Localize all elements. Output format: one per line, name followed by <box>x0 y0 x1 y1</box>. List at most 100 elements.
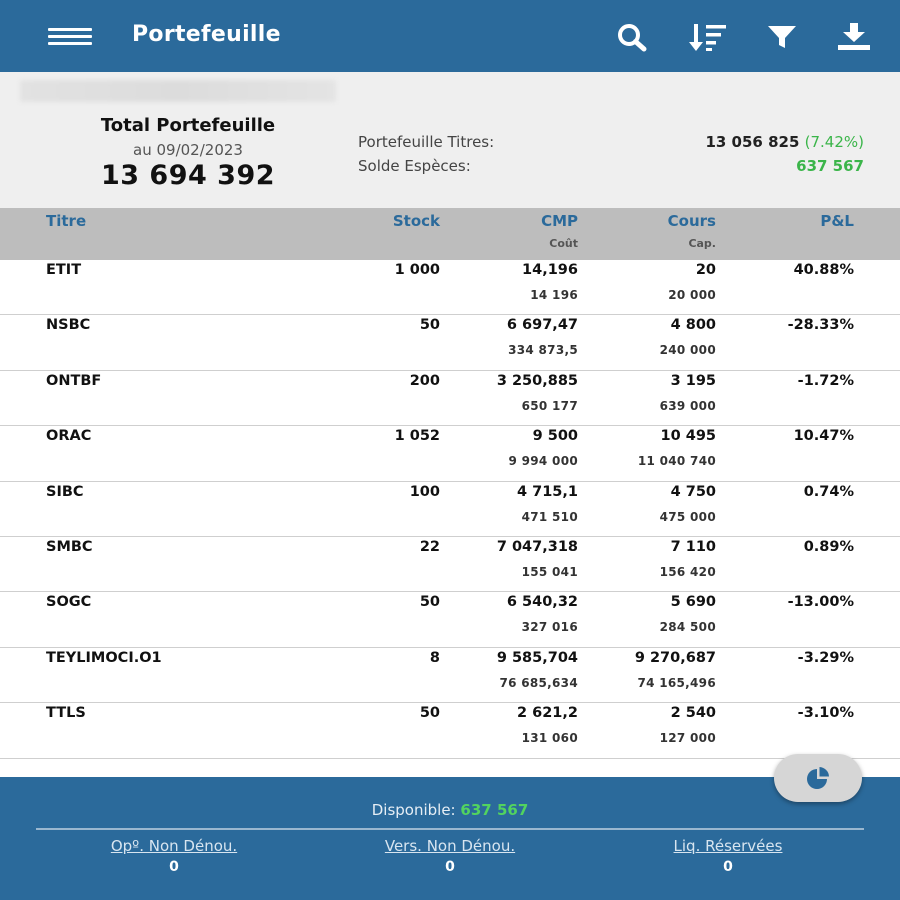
footer-col-liquidites: Liq. Réservées 0 <box>598 837 858 875</box>
table-row[interactable]: SIBC 100 4 715,1 471 510 4 750 475 000 0.74% <box>0 481 900 537</box>
table-row[interactable]: ETIT 1 000 14,196 14 196 20 20 000 40.88% <box>0 260 900 316</box>
col-cours[interactable]: Cours <box>667 212 716 230</box>
cell-titre: NSBC <box>46 317 91 334</box>
operations-link[interactable]: Opº. Non Dénou. <box>110 837 238 855</box>
pie-chart-icon <box>807 767 829 789</box>
cell-cours: 2 540 <box>670 705 716 722</box>
cell-cout: 76 685,634 <box>499 675 578 690</box>
cell-cmp: 4 715,1 <box>516 483 578 500</box>
col-cap: Cap. <box>688 237 716 250</box>
cell-stock: 8 <box>429 649 440 666</box>
col-stock[interactable]: Stock <box>392 212 440 230</box>
total-value: 13 694 392 <box>100 160 276 191</box>
holdings-list: ETIT 1 000 14,196 14 196 20 20 000 40.88% NSBC 5… <box>0 260 900 759</box>
liquidites-value: 0 <box>723 859 733 875</box>
table-row[interactable]: ONTBF 200 3 250,885 650 177 3 195 639 000 -1.7… <box>0 370 900 427</box>
titres-value: 13 056 825 <box>705 133 800 151</box>
footer-col-operations: Opº. Non Dénou. 0 <box>44 837 304 875</box>
cell-cap: 127 000 <box>659 731 716 746</box>
cell-cmp: 9 585,704 <box>496 649 578 666</box>
cell-pl: 0.89% <box>803 538 854 555</box>
disponible: Disponible: 637 567 <box>0 801 900 819</box>
cell-cout: 9 994 000 <box>508 454 578 469</box>
page-title: Portefeuille <box>132 22 281 47</box>
cell-pl: -13.00% <box>787 594 854 611</box>
cell-cout: 155 041 <box>521 564 578 579</box>
search-icon[interactable] <box>612 20 652 54</box>
table-row[interactable]: TTLS 50 2 621,2 131 060 2 540 127 000 -3.10% <box>0 703 900 759</box>
menu-icon[interactable] <box>48 26 92 48</box>
cell-stock: 1 000 <box>394 262 440 278</box>
cell-cap: 74 165,496 <box>637 675 716 690</box>
table-row[interactable]: SOGC 50 6 540,32 327 016 5 690 284 500 -13.00% <box>0 592 900 648</box>
table-row[interactable]: SMBC 22 7 047,318 155 041 7 110 156 420 0.89% <box>0 536 900 593</box>
cell-cours: 7 110 <box>670 538 716 555</box>
blurred-account-name <box>20 80 336 102</box>
table-header: Titre Stock CMP Coût Cours Cap. P&L <box>0 208 900 260</box>
titres-pct: (7.42%) <box>804 133 864 151</box>
cell-cours: 10 495 <box>660 428 717 445</box>
cell-stock: 200 <box>409 372 440 389</box>
cell-cmp: 14,196 <box>522 262 578 278</box>
total-title: Total Portefeuille <box>100 115 276 136</box>
sort-icon[interactable] <box>688 20 728 54</box>
cell-pl: -1.72% <box>797 372 854 389</box>
cell-cours: 20 <box>695 262 716 278</box>
cell-titre: SIBC <box>46 483 84 500</box>
cell-titre: ETIT <box>46 262 82 278</box>
liquidites-link[interactable]: Liq. Réservées <box>673 837 783 855</box>
especes-value: 637 567 <box>796 157 864 175</box>
table-row[interactable]: NSBC 50 6 697,47 334 873,5 4 800 240 000 -28.3… <box>0 315 900 371</box>
cell-stock: 50 <box>419 594 440 611</box>
app-bar: Portefeuille <box>0 0 900 72</box>
disponible-label: Disponible: <box>371 801 456 819</box>
cell-cmp: 2 621,2 <box>516 705 578 722</box>
cell-stock: 50 <box>419 705 440 722</box>
table-row[interactable]: TEYLIMOCI.O1 8 9 585,704 76 685,634 9 270,68… <box>0 647 900 704</box>
filter-icon[interactable] <box>762 20 802 54</box>
portfolio-summary: Total Portefeuille au 09/02/2023 13 694 … <box>0 72 900 208</box>
cell-cap: 240 000 <box>659 343 716 358</box>
cell-cmp: 9 500 <box>532 428 578 445</box>
cell-cout: 471 510 <box>521 509 578 524</box>
col-cout: Coût <box>549 237 578 250</box>
chart-fab-button[interactable] <box>774 754 862 802</box>
table-row[interactable]: ORAC 1 052 9 500 9 994 000 10 495 11 040 740 1… <box>0 426 900 482</box>
titres-value-group: 13 056 825 (7.42%) <box>705 133 864 151</box>
cell-cmp: 6 697,47 <box>506 317 578 334</box>
cell-stock: 50 <box>419 317 440 334</box>
cell-cap: 20 000 <box>668 288 716 302</box>
versements-link[interactable]: Vers. Non Dénou. <box>384 837 516 855</box>
download-icon[interactable] <box>834 20 874 54</box>
cell-pl: 0.74% <box>803 483 854 500</box>
cell-cmp: 6 540,32 <box>506 594 578 611</box>
cell-titre: ONTBF <box>46 372 102 389</box>
cell-titre: ORAC <box>46 428 92 445</box>
cell-pl: -28.33% <box>787 317 854 334</box>
cell-cmp: 7 047,318 <box>496 538 578 555</box>
cell-cap: 284 500 <box>659 620 716 635</box>
cell-cmp: 3 250,885 <box>496 372 578 389</box>
cell-cours: 3 195 <box>670 372 716 389</box>
cell-pl: -3.10% <box>797 705 854 722</box>
cell-cap: 639 000 <box>659 398 716 413</box>
cell-cours: 5 690 <box>670 594 716 611</box>
versements-value: 0 <box>445 859 455 875</box>
cell-cout: 327 016 <box>521 620 578 635</box>
cell-titre: TEYLIMOCI.O1 <box>46 649 162 666</box>
col-cmp[interactable]: CMP <box>541 212 578 230</box>
cell-cout: 131 060 <box>521 731 578 746</box>
cell-cap: 156 420 <box>659 564 716 579</box>
cell-stock: 1 052 <box>394 428 440 445</box>
cell-stock: 22 <box>419 538 440 555</box>
col-titre[interactable]: Titre <box>46 212 87 230</box>
cell-cours: 4 800 <box>670 317 716 334</box>
cell-cours: 4 750 <box>670 483 716 500</box>
cell-cout: 14 196 <box>530 288 578 302</box>
cell-pl: 10.47% <box>793 428 854 445</box>
col-pl[interactable]: P&L <box>820 212 854 230</box>
especes-label: Solde Espèces: <box>358 157 471 175</box>
operations-value: 0 <box>169 859 179 875</box>
cell-cout: 334 873,5 <box>508 343 578 358</box>
